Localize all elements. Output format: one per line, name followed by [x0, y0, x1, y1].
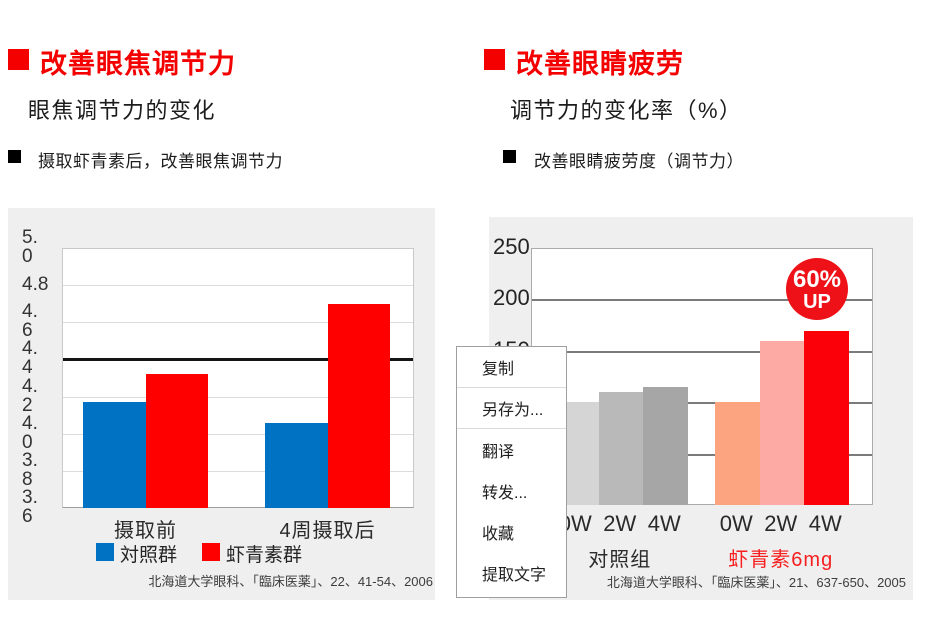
context-menu-item-label: 收藏: [482, 525, 515, 543]
badge-60-percent-up: 60% UP: [786, 258, 848, 320]
right-chart-panel: 2502001500W2W4W对照组0W2W4W虾青素6mg60%UP北海道大学…: [489, 217, 913, 600]
y-tick-label: 200: [493, 285, 530, 311]
context-menu-item-extract-text[interactable]: 提取文字: [457, 552, 566, 593]
context-menu-item-label: 提取文字: [482, 566, 547, 584]
bar-虾青素6mg-0W: [715, 402, 760, 505]
y-tick-label: 4. 0: [22, 412, 38, 453]
gridline: [532, 402, 872, 405]
left-section-title: 改善眼焦调节力: [40, 49, 236, 79]
x-tick-label: 4W: [647, 511, 681, 536]
legend-swatch: [96, 543, 114, 561]
left-chart-title: 眼焦调节力的变化: [28, 98, 217, 123]
group-label-control: 对照组: [588, 549, 652, 571]
x-tick-label: 0W: [719, 511, 753, 536]
red-square-marker-left: [8, 49, 29, 70]
black-square-bullet-icon: [8, 150, 21, 163]
source-citation: 北海道大学眼科、「臨床医薬」、22、41-54、2006: [148, 574, 433, 589]
x-tick-label: 4W: [808, 511, 842, 536]
gridline: [63, 433, 413, 435]
context-menu-item-label: 另存为...: [482, 402, 544, 419]
legend-swatch: [202, 543, 220, 561]
red-square-marker-right: [484, 49, 505, 70]
gridline: [532, 299, 872, 302]
bar-对照组-4W: [643, 386, 688, 505]
gridline: [63, 396, 413, 398]
x-tick-label: 2W: [603, 511, 637, 536]
y-tick-label: 4. 6: [22, 301, 38, 342]
bar-対照群-摄取前: [83, 402, 146, 508]
y-tick-label: 5. 0: [22, 227, 38, 267]
bar-対照群-4周摄取后: [265, 422, 328, 508]
badge-line2: UP: [803, 290, 831, 313]
right-bullet-text: 改善眼睛疲劳度（调节力）: [534, 152, 744, 171]
gridline: [63, 322, 413, 324]
legend-label: 虾青素群: [226, 545, 303, 566]
left-chart-panel: 5. 0 4.8 4. 6 4. 4 4. 2 4. 0 3. 8 3. 6 摄取前 4周摄取后対…: [8, 208, 435, 600]
x-tick-label: 摄取前: [114, 520, 177, 542]
bar-虾青素6mg-2W: [759, 340, 804, 505]
context-menu-item-forward[interactable]: 转发...: [457, 470, 566, 511]
badge-line1: 60%: [792, 265, 842, 293]
bar-虾青素群-摄取前: [145, 374, 208, 508]
x-tick-label: 4周摄取后: [279, 520, 376, 542]
context-menu-item-label: 翻译: [482, 443, 515, 461]
y-tick-label: 3. 8: [22, 449, 38, 490]
y-tick-label: 3. 6: [22, 487, 38, 527]
gridline: [532, 453, 872, 456]
left-bullet-text: 摄取虾青素后，改善眼焦调节力: [38, 152, 283, 171]
context-menu-item-save-as[interactable]: 另存为...: [457, 388, 566, 429]
y-tick-label: 4. 4: [22, 338, 38, 379]
gridline: [532, 350, 872, 353]
context-menu-item-translate[interactable]: 翻译: [457, 429, 566, 470]
right-chart-title: 调节力的变化率（%）: [510, 98, 743, 123]
bar-对照组-2W: [598, 391, 643, 505]
gridline: [63, 470, 413, 472]
source-citation: 北海道大学眼科、「臨床医薬」、21、637-650、2005: [606, 575, 906, 590]
gridline: [63, 285, 413, 287]
y-tick-label: 4.8: [22, 273, 49, 295]
black-square-bullet-icon: [503, 150, 516, 163]
context-menu-item-favorite[interactable]: 收藏: [457, 511, 566, 552]
y-tick-label: 250: [493, 234, 530, 259]
right-section-title: 改善眼睛疲劳: [516, 49, 684, 79]
legend-label: 対照群: [120, 545, 178, 566]
bar-虾青素6mg-4W: [804, 331, 849, 505]
reference-line: [63, 358, 413, 362]
context-menu-item-copy[interactable]: 复制: [457, 347, 566, 388]
y-tick-label: 4. 2: [22, 375, 38, 416]
group-label-astaxanthin: 虾青素6mg: [728, 549, 834, 571]
bar-虾青素群-4周摄取后: [327, 303, 390, 508]
context-menu: 复制另存为... 翻译转发... 收藏提取文字: [456, 346, 567, 598]
x-tick-label: 2W: [764, 511, 798, 536]
context-menu-item-label: 转发...: [482, 484, 528, 502]
context-menu-item-label: 复制: [482, 361, 515, 378]
